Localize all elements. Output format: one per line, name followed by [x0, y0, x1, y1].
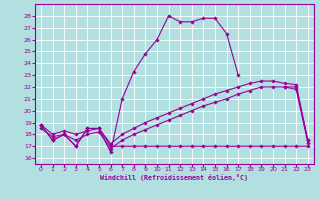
X-axis label: Windchill (Refroidissement éolien,°C): Windchill (Refroidissement éolien,°C): [100, 174, 248, 181]
